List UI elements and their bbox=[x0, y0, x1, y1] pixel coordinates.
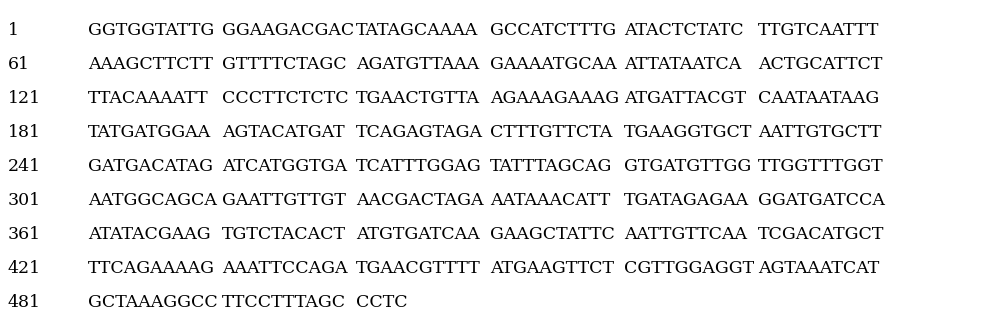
Text: 301: 301 bbox=[8, 192, 41, 209]
Text: 1: 1 bbox=[8, 22, 19, 39]
Text: CGTTGGAGGT: CGTTGGAGGT bbox=[624, 260, 754, 277]
Text: ATCATGGTGA: ATCATGGTGA bbox=[222, 158, 347, 175]
Text: AGAAAGAAAG: AGAAAGAAAG bbox=[490, 90, 619, 107]
Text: CCCTTCTCTC: CCCTTCTCTC bbox=[222, 90, 349, 107]
Text: TGAACGTTTT: TGAACGTTTT bbox=[356, 260, 481, 277]
Text: AAAGCTTCTT: AAAGCTTCTT bbox=[88, 56, 213, 73]
Text: TTCAGAAAAG: TTCAGAAAAG bbox=[88, 260, 215, 277]
Text: TTACAAAATT: TTACAAAATT bbox=[88, 90, 209, 107]
Text: ATGAAGTTCT: ATGAAGTTCT bbox=[490, 260, 614, 277]
Text: ATGTGATCAA: ATGTGATCAA bbox=[356, 226, 480, 243]
Text: 61: 61 bbox=[8, 56, 30, 73]
Text: TGTCTACACT: TGTCTACACT bbox=[222, 226, 346, 243]
Text: 121: 121 bbox=[8, 90, 41, 107]
Text: AGTACATGAT: AGTACATGAT bbox=[222, 124, 345, 141]
Text: TCGACATGCT: TCGACATGCT bbox=[758, 226, 884, 243]
Text: CAATAATAAG: CAATAATAAG bbox=[758, 90, 879, 107]
Text: GATGACATAG: GATGACATAG bbox=[88, 158, 213, 175]
Text: ATACTCTATC: ATACTCTATC bbox=[624, 22, 744, 39]
Text: GTGATGTTGG: GTGATGTTGG bbox=[624, 158, 751, 175]
Text: TATTTAGCAG: TATTTAGCAG bbox=[490, 158, 612, 175]
Text: CTTTGTTCTA: CTTTGTTCTA bbox=[490, 124, 612, 141]
Text: TGAACTGTTA: TGAACTGTTA bbox=[356, 90, 480, 107]
Text: AGTAAATCAT: AGTAAATCAT bbox=[758, 260, 879, 277]
Text: GAAAATGCAA: GAAAATGCAA bbox=[490, 56, 617, 73]
Text: GTTTTCTAGC: GTTTTCTAGC bbox=[222, 56, 347, 73]
Text: TGATAGAGAA: TGATAGAGAA bbox=[624, 192, 749, 209]
Text: ACTGCATTCT: ACTGCATTCT bbox=[758, 56, 882, 73]
Text: AGATGTTAAA: AGATGTTAAA bbox=[356, 56, 479, 73]
Text: 421: 421 bbox=[8, 260, 41, 277]
Text: GCTAAAGGCC: GCTAAAGGCC bbox=[88, 294, 218, 311]
Text: TATAGCAAAA: TATAGCAAAA bbox=[356, 22, 478, 39]
Text: GCCATCTTTG: GCCATCTTTG bbox=[490, 22, 616, 39]
Text: TTCCTTTAGC: TTCCTTTAGC bbox=[222, 294, 346, 311]
Text: AAATTCCAGA: AAATTCCAGA bbox=[222, 260, 348, 277]
Text: GAAGCTATTC: GAAGCTATTC bbox=[490, 226, 615, 243]
Text: TGAAGGTGCT: TGAAGGTGCT bbox=[624, 124, 752, 141]
Text: GGTGGTATTG: GGTGGTATTG bbox=[88, 22, 214, 39]
Text: ATATACGAAG: ATATACGAAG bbox=[88, 226, 211, 243]
Text: AATAAACATT: AATAAACATT bbox=[490, 192, 610, 209]
Text: ATTATAATCA: ATTATAATCA bbox=[624, 56, 741, 73]
Text: AATTGTTCAA: AATTGTTCAA bbox=[624, 226, 747, 243]
Text: ATGATTACGT: ATGATTACGT bbox=[624, 90, 746, 107]
Text: AATGGCAGCA: AATGGCAGCA bbox=[88, 192, 217, 209]
Text: GGATGATCCA: GGATGATCCA bbox=[758, 192, 885, 209]
Text: TCATTTGGAG: TCATTTGGAG bbox=[356, 158, 482, 175]
Text: 241: 241 bbox=[8, 158, 41, 175]
Text: GAATTGTTGT: GAATTGTTGT bbox=[222, 192, 346, 209]
Text: TATGATGGAA: TATGATGGAA bbox=[88, 124, 211, 141]
Text: TTGGTTTGGT: TTGGTTTGGT bbox=[758, 158, 884, 175]
Text: TTGTCAATTT: TTGTCAATTT bbox=[758, 22, 879, 39]
Text: AACGACTAGA: AACGACTAGA bbox=[356, 192, 484, 209]
Text: AATTGTGCTT: AATTGTGCTT bbox=[758, 124, 881, 141]
Text: GGAAGACGAC: GGAAGACGAC bbox=[222, 22, 354, 39]
Text: CCTC: CCTC bbox=[356, 294, 408, 311]
Text: TCAGAGTAGA: TCAGAGTAGA bbox=[356, 124, 483, 141]
Text: 361: 361 bbox=[8, 226, 41, 243]
Text: 181: 181 bbox=[8, 124, 41, 141]
Text: 481: 481 bbox=[8, 294, 41, 311]
